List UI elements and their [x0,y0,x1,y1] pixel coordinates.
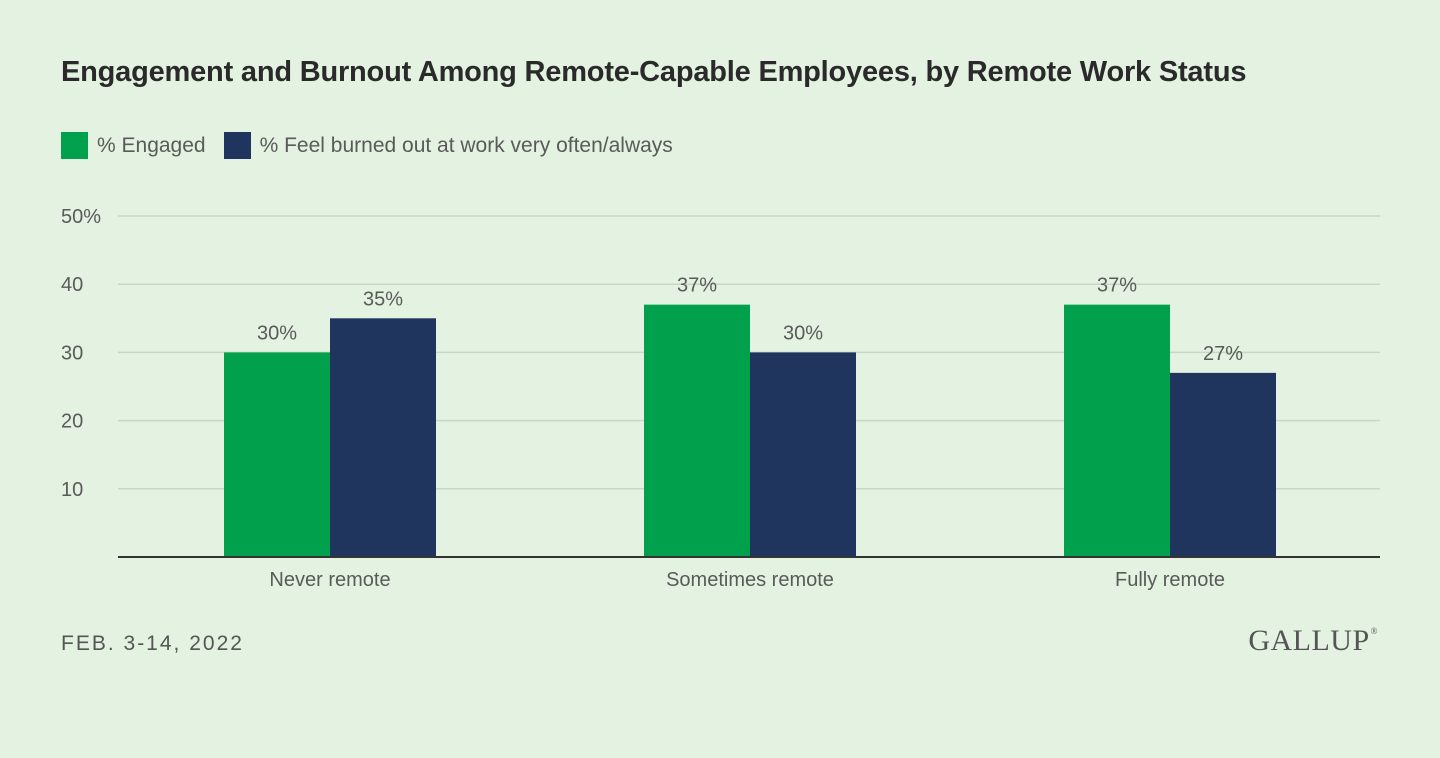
y-tick-label-30: 30 [61,342,83,364]
chart-title: Engagement and Burnout Among Remote-Capa… [61,56,1247,88]
data-label-engaged-2: 37% [1097,275,1137,297]
bar-engaged-1 [644,304,750,557]
x-tick-label-2: Fully remote [1115,569,1225,591]
survey-date: FEB. 3-14, 2022 [61,632,244,655]
gallup-logo-text: GALLUP [1248,624,1370,657]
gallup-logo: GALLUP® [1248,624,1378,658]
bar-engaged-2 [1064,304,1170,557]
bar-burnout-1 [750,352,856,557]
data-label-burnout-0: 35% [363,288,403,310]
data-label-engaged-1: 37% [677,275,717,297]
x-tick-label-0: Never remote [269,569,390,591]
registered-mark: ® [1370,626,1378,636]
legend: % Engaged % Feel burned out at work very… [61,132,691,159]
legend-item-burnout: % Feel burned out at work very often/alw… [223,132,673,159]
bar-burnout-2 [1170,372,1276,557]
y-tick-label-40: 40 [61,274,83,296]
y-tick-label-10: 10 [61,479,83,501]
legend-label-burnout: % Feel burned out at work very often/alw… [259,133,673,157]
bar-burnout-0 [330,318,436,557]
x-tick-label-1: Sometimes remote [666,569,834,591]
bar-engaged-0 [224,352,330,557]
data-label-engaged-0: 30% [257,322,297,344]
data-label-burnout-2: 27% [1203,343,1243,365]
y-tick-label-20: 20 [61,411,83,433]
data-label-burnout-1: 30% [783,322,823,344]
legend-label-engaged: % Engaged [97,133,206,157]
y-tick-label-50: 50% [61,206,101,228]
legend-swatch-engaged [61,132,88,159]
legend-item-engaged: % Engaged [61,132,206,159]
legend-swatch-burnout [223,132,251,159]
